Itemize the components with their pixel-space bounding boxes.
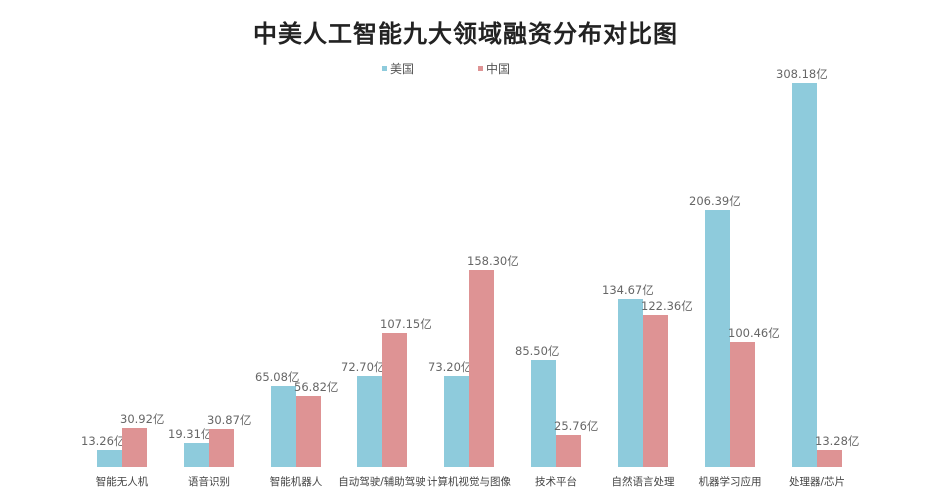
value-label: 65.08亿 [255, 370, 300, 384]
value-label: 25.76亿 [554, 419, 599, 433]
legend-label-cn: 中国 [486, 62, 511, 76]
bar-cn [122, 428, 147, 467]
value-label: 122.36亿 [641, 299, 693, 313]
category-label: 语音识别 [188, 476, 230, 488]
category-label: 智能机器人 [269, 476, 323, 488]
bar-cn [469, 270, 494, 467]
legend-item-cn: 中国 [478, 60, 510, 77]
value-label: 19.31亿 [168, 427, 213, 441]
bar-us [444, 376, 469, 467]
legend-swatch-us [382, 66, 387, 71]
value-label: 72.70亿 [341, 360, 386, 374]
value-label: 13.26亿 [81, 434, 126, 448]
bar-us [792, 83, 817, 467]
category-label: 机器学习应用 [698, 476, 762, 488]
legend: 美国 中国 [0, 60, 931, 76]
legend-item-us: 美国 [382, 60, 414, 77]
bar-us [618, 299, 643, 467]
category-label: 自动驾驶/辅助驾驶 [338, 476, 426, 488]
value-label: 158.30亿 [467, 254, 519, 268]
legend-swatch-cn [478, 66, 483, 71]
bar-us [184, 443, 209, 467]
value-label: 73.20亿 [428, 360, 473, 374]
category-label: 智能无人机 [95, 476, 149, 488]
bar-us [271, 386, 296, 467]
bar-us [705, 210, 730, 467]
bar-cn [209, 429, 234, 467]
bar-us [357, 376, 382, 467]
category-label: 处理器/芯片 [788, 476, 846, 488]
value-label: 100.46亿 [728, 326, 780, 340]
bar-cn [556, 435, 581, 467]
value-label: 30.92亿 [120, 412, 165, 426]
bar-cn [730, 342, 755, 467]
category-label: 自然语言处理 [611, 476, 675, 488]
value-label: 85.50亿 [515, 344, 560, 358]
value-label: 30.87亿 [207, 413, 252, 427]
value-label: 206.39亿 [689, 194, 741, 208]
legend-label-us: 美国 [390, 62, 415, 76]
chart-title: 中美人工智能九大领域融资分布对比图 [253, 20, 678, 48]
bar-us [531, 360, 556, 467]
value-label: 13.28亿 [815, 434, 860, 448]
bar-cn [643, 315, 668, 467]
bar-us [97, 450, 122, 467]
bar-cn [296, 396, 321, 467]
bar-cn [382, 333, 407, 467]
value-label: 134.67亿 [602, 283, 654, 297]
bar-cn [817, 450, 842, 467]
category-label: 计算机视觉与图像 [427, 476, 511, 488]
value-label: 56.82亿 [294, 380, 339, 394]
value-label: 107.15亿 [380, 317, 432, 331]
category-label: 技术平台 [535, 476, 577, 488]
value-label: 308.18亿 [776, 67, 828, 81]
